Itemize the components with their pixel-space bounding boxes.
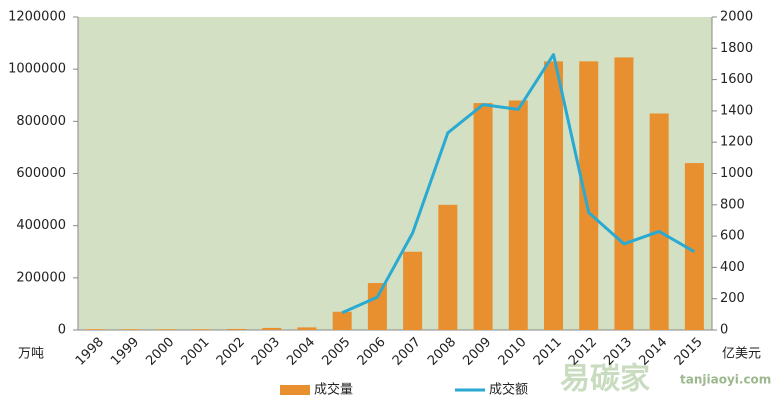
y-tick-label: 200000 bbox=[16, 270, 66, 285]
bar bbox=[332, 311, 352, 330]
y2-tick-label: 800 bbox=[720, 197, 745, 212]
bar bbox=[649, 113, 669, 330]
y-tick-label: 400000 bbox=[16, 218, 66, 233]
plot-area bbox=[78, 17, 712, 330]
bar bbox=[121, 329, 141, 330]
watermark: 易碳家 bbox=[560, 362, 650, 397]
x-tick-label: 1999 bbox=[108, 335, 142, 369]
bar bbox=[226, 328, 247, 330]
bar bbox=[579, 61, 599, 330]
x-tick-label: 2001 bbox=[179, 335, 213, 369]
legend-label: 成交额 bbox=[489, 382, 528, 398]
y2-tick-label: 200 bbox=[720, 291, 745, 306]
y-tick-label: 1200000 bbox=[8, 10, 66, 25]
x-tick-label: 2002 bbox=[214, 335, 248, 369]
x-tick-label: 2004 bbox=[284, 335, 318, 369]
y-tick-label: 800000 bbox=[16, 114, 66, 129]
y-tick-label: 0 bbox=[58, 323, 66, 338]
y2-tick-label: 1200 bbox=[720, 135, 753, 150]
x-tick-label: 1998 bbox=[73, 335, 107, 369]
x-tick-label: 2006 bbox=[355, 335, 389, 369]
y2-tick-label: 1000 bbox=[720, 166, 753, 181]
bar bbox=[191, 329, 211, 330]
y2-tick-label: 600 bbox=[720, 229, 745, 244]
x-tick-label: 2009 bbox=[460, 335, 494, 369]
bar bbox=[367, 283, 387, 330]
y2-tick-label: 400 bbox=[720, 260, 745, 275]
y2-tick-label: 1600 bbox=[720, 72, 753, 87]
y2-tick-label: 1400 bbox=[720, 103, 753, 118]
x-tick-label: 2010 bbox=[496, 335, 530, 369]
y-tick-label: 600000 bbox=[16, 166, 66, 181]
bar bbox=[438, 204, 458, 330]
bar bbox=[156, 329, 176, 330]
y2-tick-label: 1800 bbox=[720, 41, 753, 56]
bar bbox=[473, 103, 493, 330]
bar bbox=[684, 163, 704, 330]
bar bbox=[614, 57, 634, 330]
bar bbox=[86, 329, 106, 330]
legend-label: 成交量 bbox=[314, 382, 353, 398]
x-tick-label: 2008 bbox=[425, 335, 459, 369]
legend-swatch bbox=[280, 385, 310, 395]
x-tick-label: 2003 bbox=[249, 335, 283, 369]
x-tick-label: 2014 bbox=[636, 335, 670, 369]
bar bbox=[403, 251, 423, 330]
bar bbox=[508, 100, 528, 330]
y2-tick-label: 0 bbox=[720, 323, 728, 338]
line bbox=[341, 53, 696, 315]
x-tick-label: 2005 bbox=[319, 335, 353, 369]
bar bbox=[262, 327, 282, 330]
y2-axis-label: 亿美元 bbox=[722, 347, 761, 362]
x-tick-label: 2015 bbox=[672, 335, 706, 369]
y-tick-label: 1000000 bbox=[8, 62, 66, 77]
bar bbox=[297, 327, 317, 330]
y2-tick-label: 2000 bbox=[720, 10, 753, 25]
y-axis-label: 万吨 bbox=[18, 347, 44, 362]
watermark: tanjiaoyi.com bbox=[680, 373, 771, 387]
x-tick-label: 2007 bbox=[390, 335, 424, 369]
bar bbox=[543, 61, 564, 330]
x-tick-label: 2000 bbox=[143, 335, 177, 369]
